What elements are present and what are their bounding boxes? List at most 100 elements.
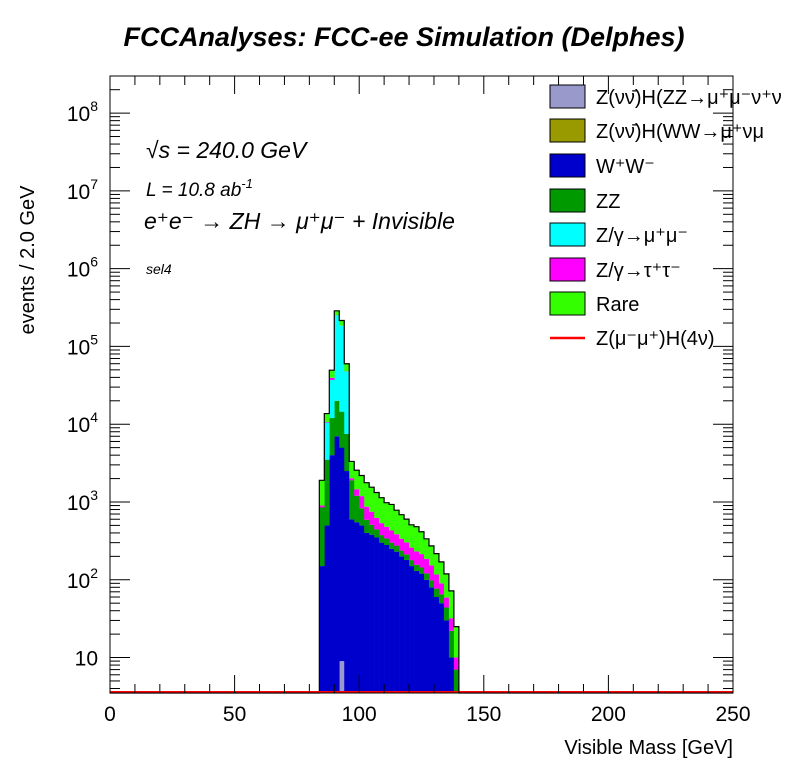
bar-4-4 <box>339 325 345 412</box>
legend-label-5: Z/γ→τ⁺τ⁻ <box>596 260 681 282</box>
bar-3-19 <box>414 564 420 571</box>
x-tick-label-4: 200 <box>591 703 626 726</box>
y-tick-label-0: 10 <box>75 648 98 671</box>
y-tick-exponent-2: 3 <box>90 487 98 503</box>
legend-swatch-1 <box>549 118 586 143</box>
lumi-annotation: L = 10.8 ab-1 <box>146 176 253 201</box>
bar-5-18 <box>409 547 415 561</box>
y-tick-base-3: 10 <box>67 414 90 437</box>
bar-2-12 <box>379 542 385 693</box>
bar-3-10 <box>369 524 375 535</box>
bar-3-1 <box>324 459 330 526</box>
bar-5-6 <box>349 478 355 481</box>
y-tick-base-6: 10 <box>67 181 90 204</box>
bar-5-10 <box>369 511 375 525</box>
y-tick-base-4: 10 <box>67 336 90 359</box>
bar-2-24 <box>438 603 445 693</box>
bar-3-16 <box>399 550 405 557</box>
bar-3-8 <box>359 508 365 526</box>
bar-5-26 <box>448 618 455 631</box>
bar-3-22 <box>428 580 435 588</box>
bar-4-5 <box>344 371 350 434</box>
legend-label-4: Z/γ→μ⁺μ⁻ <box>596 225 688 247</box>
bar-6-13 <box>384 502 390 527</box>
bar-6-5 <box>344 363 350 372</box>
bar-5-15 <box>394 534 400 546</box>
y-tick-exponent-4: 5 <box>90 331 98 347</box>
bar-6-21 <box>423 538 430 559</box>
x-tick-label-5: 250 <box>715 703 750 726</box>
bar-3-26 <box>448 630 455 658</box>
bar-3-20 <box>419 567 425 574</box>
bar-6-25 <box>443 573 450 598</box>
bar-3-13 <box>384 538 390 545</box>
bar-6-11 <box>374 492 380 518</box>
bar-6-7 <box>354 470 360 490</box>
bar-2-13 <box>384 544 390 693</box>
bar-6-15 <box>394 510 400 535</box>
bar-6-10 <box>369 487 375 512</box>
bar-5-1 <box>324 421 330 423</box>
y-tick-label-3: 104 <box>67 409 98 437</box>
bar-6-14 <box>389 504 395 531</box>
legend-label-0: Z(νν̄)H(ZZ→μ⁺μ⁻ν⁺ν <box>596 87 782 109</box>
y-tick-exponent-6: 7 <box>90 176 98 192</box>
bar-5-2 <box>329 377 335 381</box>
x-tick-label-3: 150 <box>466 703 501 726</box>
bar-3-27 <box>453 669 460 693</box>
x-tick-label-0: 0 <box>104 703 116 726</box>
legend-swatch-4 <box>549 222 586 247</box>
y-tick-label-1: 102 <box>67 565 98 593</box>
bar-3-4 <box>339 411 345 448</box>
bar-5-11 <box>374 517 380 530</box>
bar-5-12 <box>379 523 385 536</box>
bar-6-3 <box>334 310 340 316</box>
bar-2-1 <box>324 525 330 693</box>
x-tick-label-1: 50 <box>223 703 246 726</box>
bar-4-2 <box>329 380 335 419</box>
bar-3-17 <box>404 554 410 560</box>
bar-5-25 <box>443 597 450 608</box>
bar-3-12 <box>379 535 385 543</box>
bar-2-22 <box>428 587 435 693</box>
bar-6-1 <box>324 413 330 422</box>
bar-3-2 <box>329 418 335 456</box>
y-tick-label-5: 106 <box>67 254 98 282</box>
bar-3-3 <box>334 400 340 437</box>
legend-swatch-3 <box>549 188 586 213</box>
stack-outline <box>110 310 733 694</box>
bar-5-21 <box>423 558 430 574</box>
bar-2-3 <box>334 436 340 693</box>
bar-5-19 <box>414 551 420 565</box>
legend-label-3: ZZ <box>596 191 620 213</box>
x-axis-label: Visible Mass [GeV] <box>564 737 733 759</box>
bar-2-8 <box>359 525 365 693</box>
bar-2-19 <box>414 570 420 693</box>
bar-3-11 <box>374 529 380 538</box>
bar-6-26 <box>448 590 455 619</box>
selection-annotation: sel4 <box>146 261 172 277</box>
bar-5-8 <box>359 496 365 509</box>
y-tick-base-7: 10 <box>67 103 90 126</box>
legend: Z(νν̄)H(ZZ→μ⁺μ⁻ν⁺ν Z(νν̄)H(WW→μ⁺νμ W⁺W⁻ ZZ Z… <box>549 84 782 350</box>
bar-6-17 <box>404 519 410 543</box>
legend-label-1: Z(νν̄)H(WW→μ⁺νμ <box>596 121 764 143</box>
chart-title: FCCAnalyses: FCC-ee Simulation (Delphes) <box>123 22 684 52</box>
bar-6-0 <box>319 480 325 506</box>
energy-annotation: √s = 240.0 GeV <box>146 137 309 163</box>
bar-3-24 <box>438 594 445 604</box>
legend-swatch-2 <box>549 153 586 178</box>
bar-6-20 <box>419 531 425 555</box>
y-tick-label-6: 107 <box>67 176 98 204</box>
bar-5-13 <box>384 526 390 539</box>
bar-4-1 <box>324 422 330 460</box>
legend-label-6: Rare <box>596 294 639 316</box>
bar-6-24 <box>438 561 445 584</box>
legend-label-2: W⁺W⁻ <box>596 156 655 178</box>
bar-2-2 <box>329 455 335 693</box>
bar-2-11 <box>374 537 380 693</box>
bar-2-5 <box>344 471 350 693</box>
bar-2-7 <box>354 522 360 693</box>
